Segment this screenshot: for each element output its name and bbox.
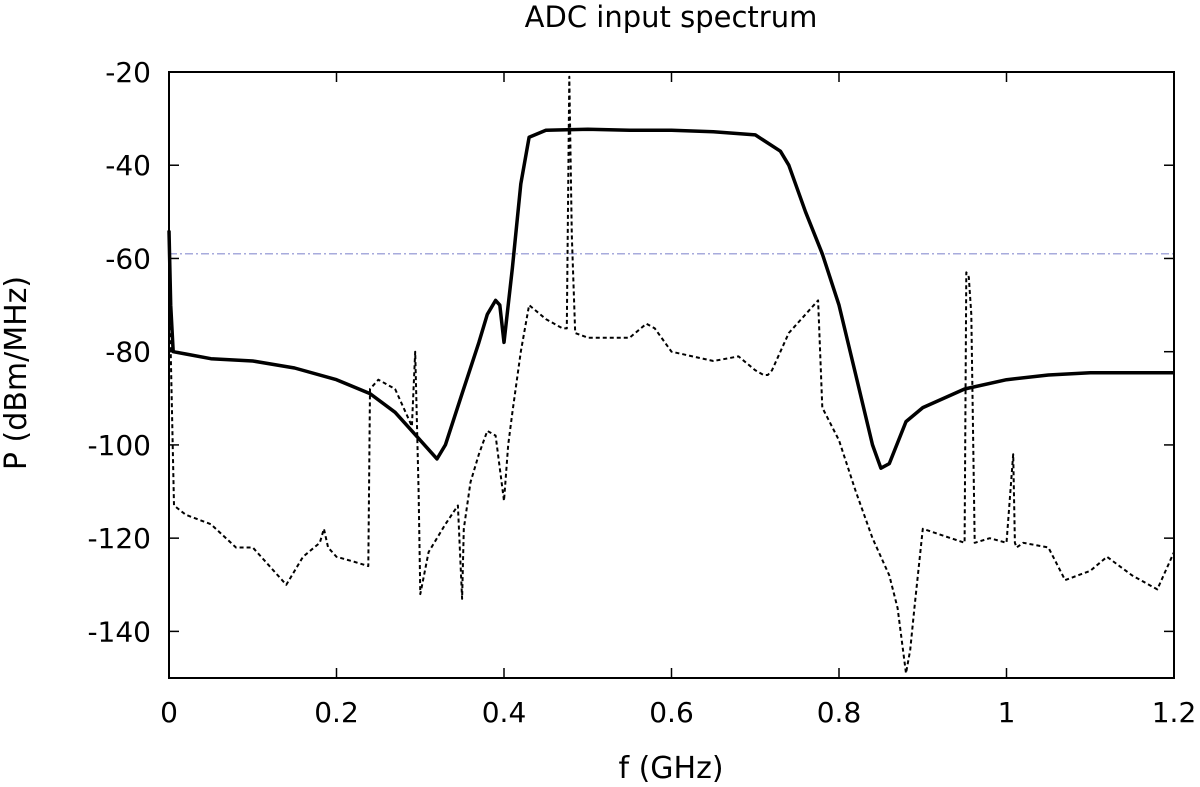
- x-tick-label: 1: [998, 696, 1016, 729]
- series-line-solid: [167, 127, 1174, 470]
- x-tick-label: 0.8: [817, 696, 862, 729]
- y-axis-ticks: -20 -40 -60 -80 -100 -120 -140: [87, 56, 1174, 648]
- y-axis-label: P (dBm/MHz): [0, 276, 34, 470]
- y-tick-label: -120: [87, 522, 151, 555]
- x-tick-label: 0.6: [649, 696, 694, 729]
- y-tick-label: -140: [87, 615, 151, 648]
- x-tick-label: 0.4: [482, 696, 527, 729]
- x-axis-ticks: 0 0.2 0.4 0.6 0.8 1 1.2: [160, 72, 1196, 729]
- plot-frame: [168, 71, 1175, 679]
- y-tick-label: -60: [105, 242, 151, 275]
- y-tick-label: -100: [87, 429, 151, 462]
- y-tick-label: -20: [105, 56, 151, 89]
- y-tick-label: -40: [105, 149, 151, 182]
- y-tick-label: -80: [105, 336, 151, 369]
- x-tick-label: 0.2: [314, 696, 359, 729]
- series-group: [167, 75, 1175, 675]
- chart-title: ADC input spectrum: [525, 0, 818, 34]
- x-axis-label: f (GHz): [618, 751, 723, 786]
- x-tick-label: 1.2: [1152, 696, 1197, 729]
- x-tick-label: 0: [160, 696, 178, 729]
